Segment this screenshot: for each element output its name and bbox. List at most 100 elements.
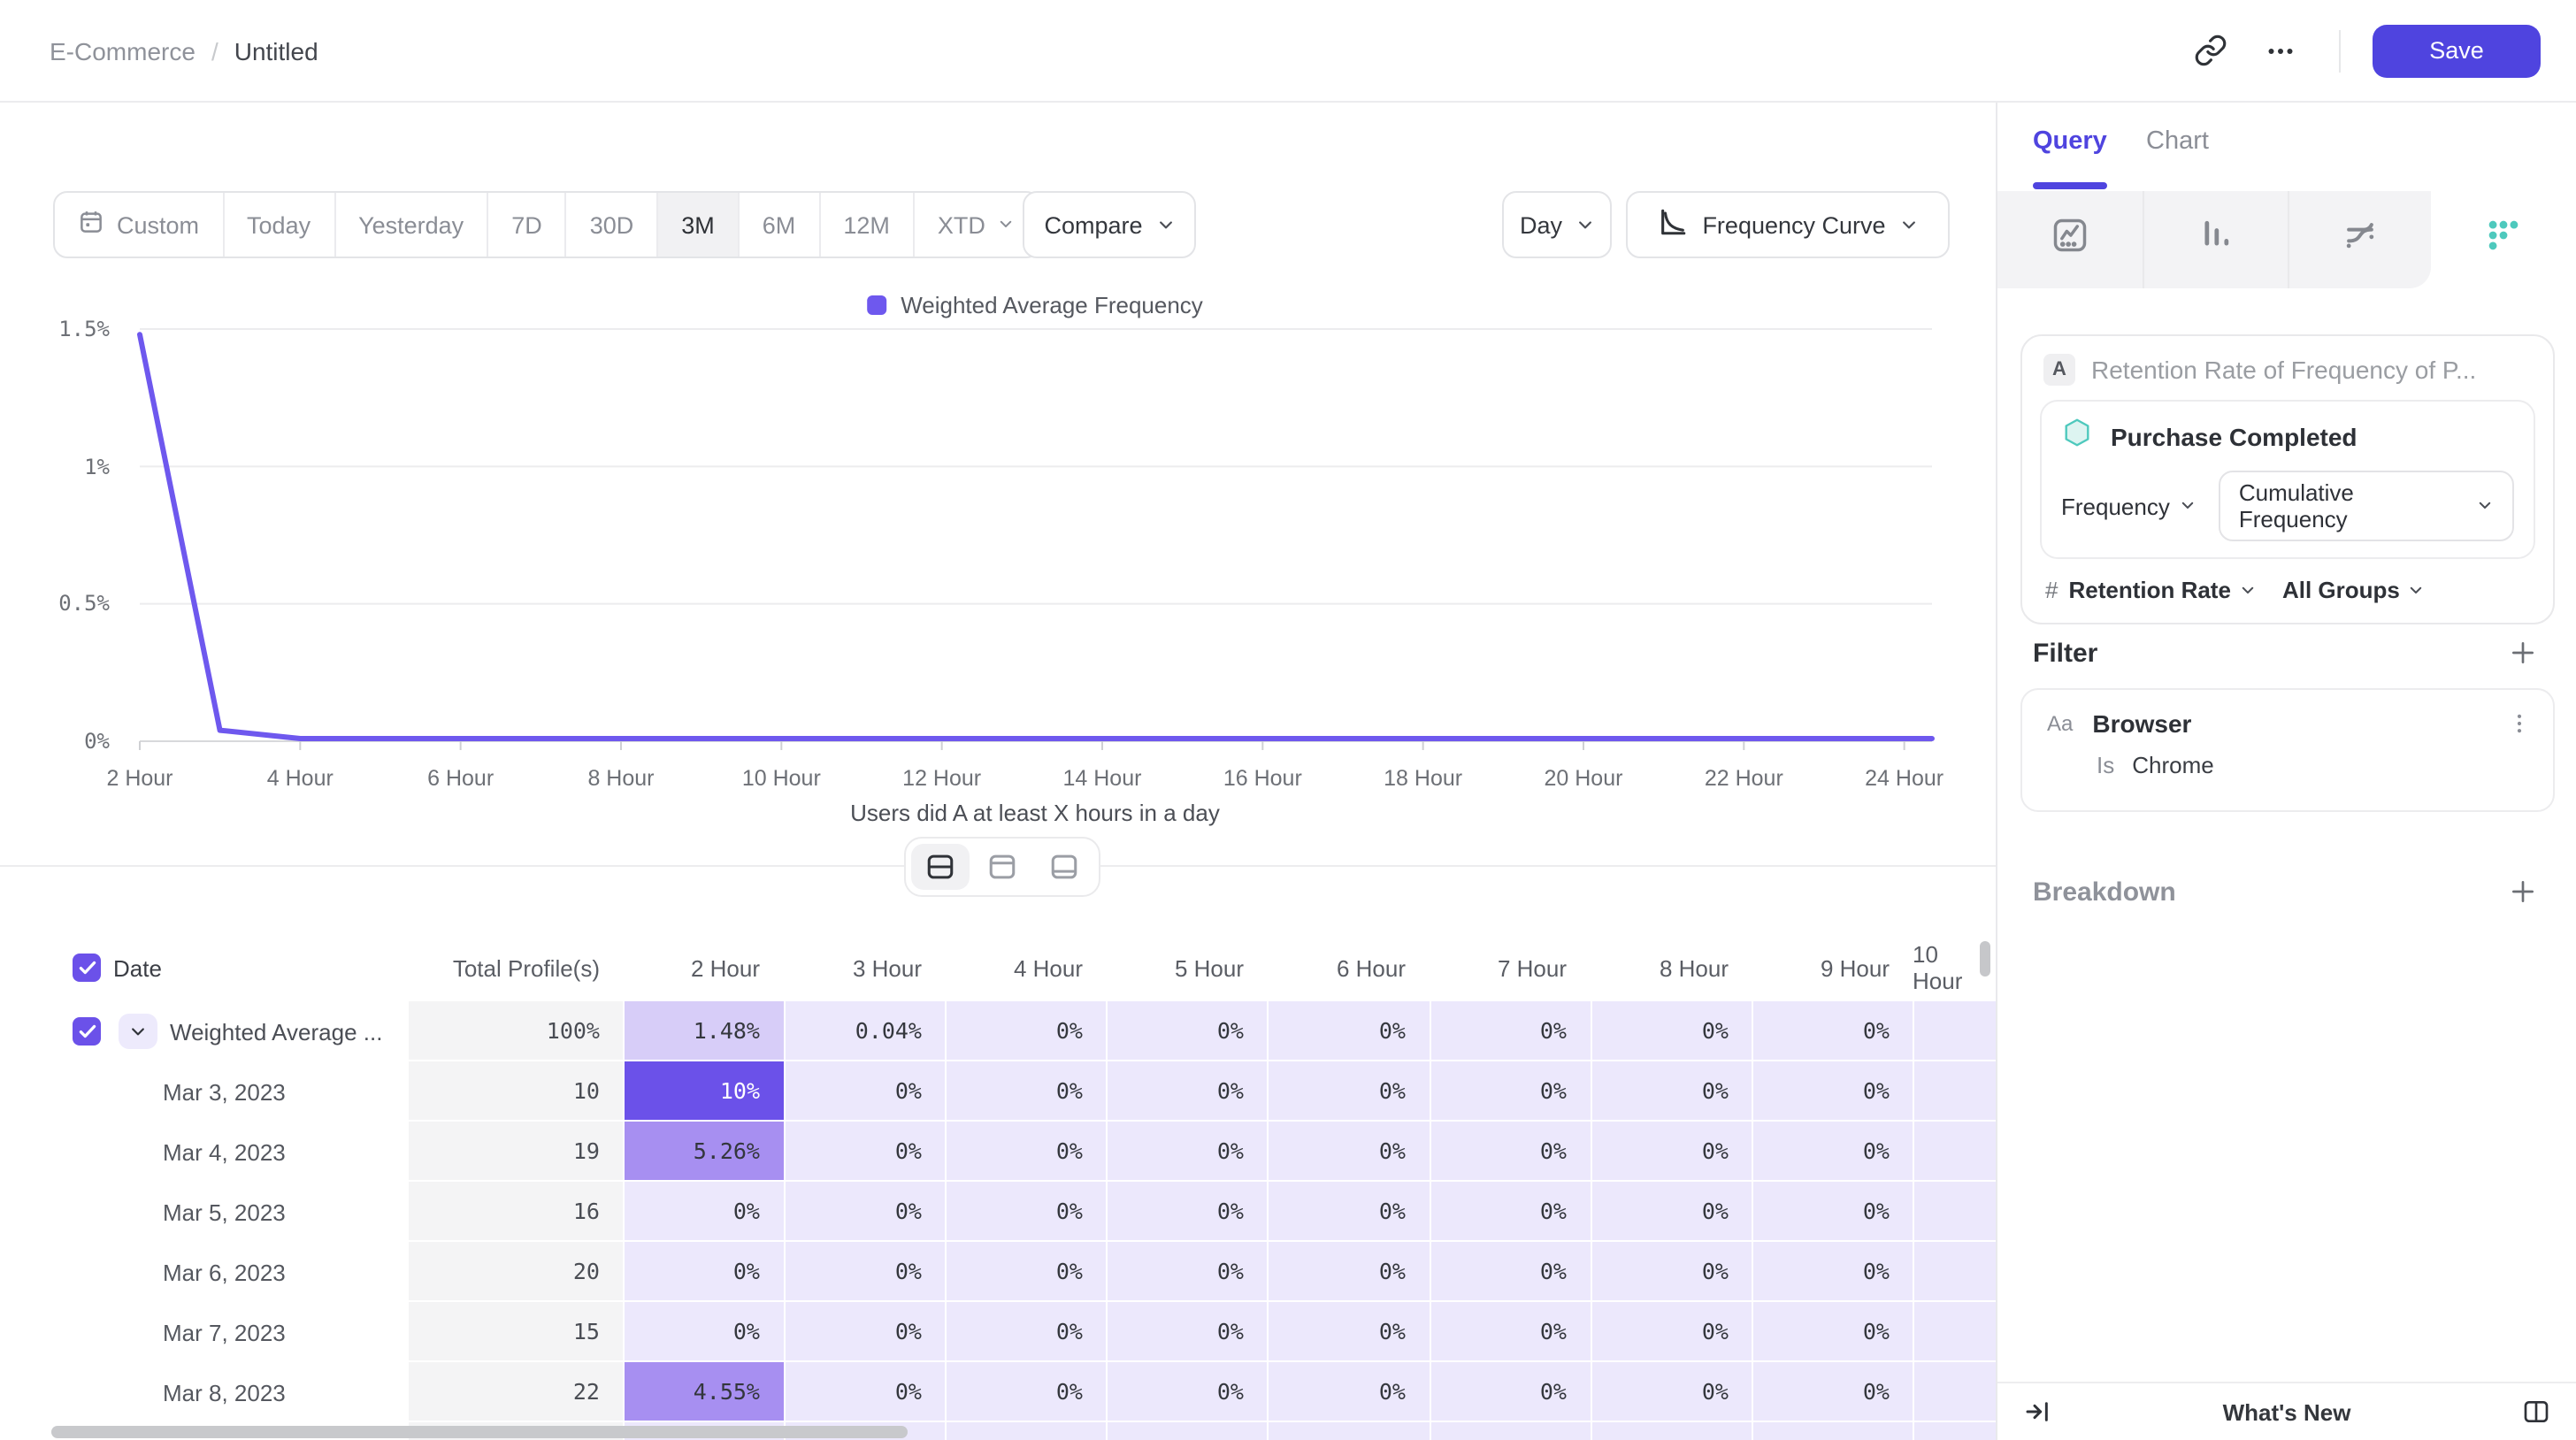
value-cell[interactable]: 0% — [1752, 1362, 1913, 1422]
column-header-total[interactable]: Total Profile(s) — [452, 954, 600, 981]
value-cell[interactable] — [1913, 1122, 1996, 1182]
select-all-checkbox[interactable] — [73, 954, 101, 982]
value-cell[interactable] — [1752, 1422, 1913, 1440]
range-today[interactable]: Today — [222, 193, 334, 257]
value-cell[interactable]: 0% — [1106, 1302, 1267, 1362]
value-cell[interactable]: 0% — [783, 1242, 945, 1302]
compare-button[interactable]: Compare — [1023, 191, 1196, 258]
range-6m[interactable]: 6M — [737, 193, 819, 257]
column-header-5-hour[interactable]: 5 Hour — [1174, 954, 1244, 981]
value-cell[interactable]: 0% — [1429, 1182, 1590, 1242]
side-panel-icon[interactable] — [2521, 1398, 2551, 1426]
value-cell[interactable]: 0% — [945, 1302, 1106, 1362]
range-xtd[interactable]: XTD — [912, 193, 1039, 257]
value-cell[interactable]: 0% — [1267, 1362, 1429, 1422]
value-cell[interactable]: 0% — [1106, 1242, 1267, 1302]
value-cell[interactable]: 0% — [1590, 1001, 1752, 1061]
value-cell[interactable] — [1106, 1422, 1267, 1440]
value-cell[interactable]: 0% — [1590, 1302, 1752, 1362]
value-cell[interactable]: 0% — [1429, 1362, 1590, 1422]
value-cell[interactable]: 0% — [1106, 1061, 1267, 1122]
value-cell[interactable]: 0% — [1752, 1061, 1913, 1122]
value-cell[interactable]: 0% — [1267, 1122, 1429, 1182]
chart-view-button[interactable]: Frequency Curve — [1626, 191, 1950, 258]
vertical-scrollbar[interactable] — [1980, 941, 1990, 977]
value-cell[interactable] — [1267, 1422, 1429, 1440]
chart-type-bar-chart[interactable] — [2142, 191, 2287, 288]
collapse-panel-icon[interactable] — [2024, 1398, 2052, 1426]
event-name[interactable]: Purchase Completed — [2111, 423, 2358, 451]
column-header-4-hour[interactable]: 4 Hour — [1013, 954, 1083, 981]
column-header-date[interactable]: Date — [113, 954, 162, 981]
tab-query[interactable]: Query — [2033, 127, 2107, 156]
value-cell[interactable]: 0% — [945, 1122, 1106, 1182]
value-cell[interactable]: 0% — [783, 1362, 945, 1422]
whats-new-link[interactable]: What's New — [2222, 1398, 2351, 1425]
value-cell[interactable] — [945, 1422, 1106, 1440]
add-filter-button[interactable] — [2505, 635, 2541, 670]
value-cell[interactable]: 10% — [623, 1061, 783, 1122]
value-cell[interactable]: 0% — [1752, 1182, 1913, 1242]
value-cell[interactable]: 0% — [1106, 1182, 1267, 1242]
column-header-3-hour[interactable]: 3 Hour — [852, 954, 922, 981]
chart-type-flow-chart[interactable] — [2287, 191, 2432, 288]
value-cell[interactable]: 0% — [623, 1182, 783, 1242]
filter-operator[interactable]: Is — [2097, 752, 2115, 778]
filter-kebab-icon[interactable] — [2507, 709, 2532, 738]
value-cell[interactable]: 4.55% — [623, 1362, 783, 1422]
value-cell[interactable]: 0% — [783, 1302, 945, 1362]
value-cell[interactable]: 1.48% — [623, 1001, 783, 1061]
value-cell[interactable]: 0% — [1267, 1302, 1429, 1362]
value-cell[interactable]: 0.04% — [783, 1001, 945, 1061]
range-custom[interactable]: Custom — [55, 193, 222, 257]
range-yesterday[interactable]: Yesterday — [334, 193, 487, 257]
add-breakdown-button[interactable] — [2505, 874, 2541, 909]
chart-type-frequency-grid-active[interactable] — [2431, 191, 2576, 288]
horizontal-scrollbar[interactable] — [51, 1426, 908, 1438]
measure-mode-dropdown[interactable]: Cumulative Frequency — [2219, 471, 2514, 541]
more-options-icon[interactable] — [2254, 24, 2307, 77]
value-cell[interactable]: 0% — [1429, 1061, 1590, 1122]
total-profiles-cell[interactable]: 10 — [406, 1061, 623, 1122]
value-cell[interactable]: 0% — [1590, 1362, 1752, 1422]
value-cell[interactable]: 0% — [1590, 1242, 1752, 1302]
value-cell[interactable]: 0% — [945, 1061, 1106, 1122]
chart-type-line-chart[interactable] — [1997, 191, 2143, 288]
frequency-line-chart[interactable] — [0, 311, 1996, 789]
value-cell[interactable]: 0% — [1429, 1001, 1590, 1061]
value-cell[interactable]: 0% — [1267, 1061, 1429, 1122]
column-header-2-hour[interactable]: 2 Hour — [690, 954, 760, 981]
value-cell[interactable]: 0% — [945, 1001, 1106, 1061]
layout-chart-only-button[interactable] — [973, 844, 1031, 890]
granularity-button[interactable]: Day — [1502, 191, 1612, 258]
value-cell[interactable]: 0% — [1106, 1362, 1267, 1422]
column-header-9-hour[interactable]: 9 Hour — [1820, 954, 1890, 981]
value-cell[interactable]: 0% — [623, 1242, 783, 1302]
query-title[interactable]: Retention Rate of Frequency of P... — [2091, 356, 2477, 384]
save-button[interactable]: Save — [2373, 24, 2541, 77]
value-cell[interactable]: 0% — [1106, 1122, 1267, 1182]
breadcrumb-project[interactable]: E-Commerce — [50, 36, 196, 65]
column-header-7-hour[interactable]: 7 Hour — [1497, 954, 1567, 981]
value-cell[interactable]: 0% — [1752, 1122, 1913, 1182]
value-cell[interactable] — [1913, 1242, 1996, 1302]
metric-dropdown[interactable]: Retention Rate — [2068, 577, 2257, 603]
expand-rows-button[interactable] — [119, 1014, 157, 1049]
value-cell[interactable]: 0% — [1267, 1242, 1429, 1302]
layout-split-button[interactable] — [911, 844, 970, 890]
event-card[interactable]: Purchase Completed Frequency Cumulative … — [2040, 400, 2535, 559]
filter-card[interactable]: Aa Browser Is Chrome — [2020, 688, 2555, 812]
value-cell[interactable]: 0% — [783, 1182, 945, 1242]
value-cell[interactable]: 0% — [1429, 1122, 1590, 1182]
groups-dropdown[interactable]: All Groups — [2282, 577, 2426, 603]
range-12m[interactable]: 12M — [818, 193, 913, 257]
total-profiles-cell[interactable]: 15 — [406, 1302, 623, 1362]
value-cell[interactable]: 0% — [1429, 1302, 1590, 1362]
value-cell[interactable]: 0% — [1429, 1242, 1590, 1302]
total-profiles-cell[interactable]: 19 — [406, 1122, 623, 1182]
filter-value[interactable]: Chrome — [2132, 752, 2214, 778]
value-cell[interactable] — [1913, 1001, 1996, 1061]
range-3m[interactable]: 3M — [656, 193, 738, 257]
value-cell[interactable]: 0% — [1267, 1182, 1429, 1242]
value-cell[interactable]: 0% — [1590, 1182, 1752, 1242]
